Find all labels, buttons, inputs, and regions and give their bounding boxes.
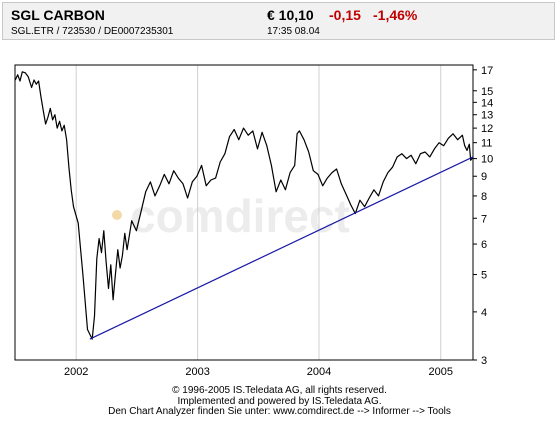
x-axis: 2002 2003 2004 2005	[64, 366, 453, 378]
x-tick-label: 2002	[64, 366, 88, 378]
stock-price: € 10,10	[267, 7, 314, 23]
quote-header: SGL CARBON SGL.ETR / 723530 / DE00072353…	[2, 2, 555, 40]
price-change-percent: -1,46%	[373, 7, 418, 23]
x-tick-label: 2005	[428, 366, 452, 378]
grid	[75, 65, 442, 360]
watermark: comdirect	[112, 190, 350, 242]
y-tick-label: 8	[481, 191, 487, 203]
analyzer-text: Den Chart Analyzer finden Sie unter: www…	[108, 406, 451, 417]
y-tick-label: 9	[481, 171, 487, 183]
implemented-text: Implemented and powered by IS.Teledata A…	[177, 396, 382, 407]
y-tick-label: 10	[481, 154, 493, 166]
y-tick-label: 4	[481, 307, 487, 319]
stock-identifiers: SGL.ETR / 723530 / DE0007235301	[11, 26, 174, 37]
y-tick-label: 14	[481, 97, 493, 109]
y-tick-label: 7	[481, 213, 487, 225]
price-line	[14, 71, 474, 340]
plot-frame	[14, 64, 474, 361]
x-tick-label: 2003	[185, 366, 209, 378]
y-tick-label: 3	[481, 355, 487, 367]
y-tick-label: 13	[481, 110, 493, 122]
y-tick-label: 11	[481, 138, 492, 150]
watermark-text: comdirect	[130, 190, 350, 242]
y-tick-label: 12	[481, 123, 493, 135]
stock-name: SGL CARBON	[11, 7, 105, 23]
quote-time: 17:35 08.04	[267, 26, 320, 37]
y-tick-label: 6	[481, 239, 487, 251]
price-chart: comdirect 2002 2003 2004 2005 3 4 5 6 7 8 9 10 11 12…	[14, 64, 493, 378]
y-tick-label: 5	[481, 270, 487, 282]
copyright-text: © 1996-2005 IS.Teledata AG, all rights r…	[172, 385, 387, 396]
y-tick-label: 17	[481, 65, 493, 77]
price-change: -0,15	[329, 7, 361, 23]
trend-line	[89, 156, 474, 340]
x-tick-label: 2004	[307, 366, 331, 378]
watermark-dot	[112, 210, 122, 220]
y-tick-label: 15	[481, 86, 493, 98]
chart-series	[14, 71, 474, 340]
